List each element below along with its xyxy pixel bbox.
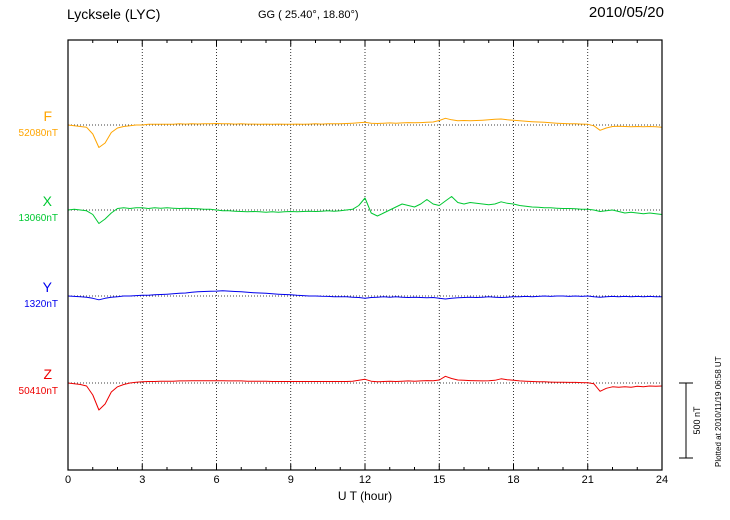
series-baseline-F: 52080nT xyxy=(18,128,58,139)
trace-Y xyxy=(67,290,662,301)
plot-border xyxy=(67,39,663,471)
series-letter-Y: Y xyxy=(42,279,52,295)
series-letter-X: X xyxy=(42,193,52,209)
x-tick-label: 12 xyxy=(358,474,372,486)
x-tick-label: 9 xyxy=(287,474,294,486)
x-tick-label: 21 xyxy=(581,474,594,486)
trace-Z xyxy=(67,375,663,411)
geographic-coords: GG ( 25.40°, 18.80°) xyxy=(258,9,359,21)
series-baseline-Z: 50410nT xyxy=(18,386,58,397)
series-letter-Z: Z xyxy=(43,366,52,382)
series-baseline-Y: 1320nT xyxy=(24,299,58,310)
plot-date: 2010/05/20 xyxy=(588,4,664,21)
scale-bar-label: 500 nT xyxy=(692,406,702,435)
series-letter-F: F xyxy=(43,108,52,124)
plotted-at-note: Plotted at 2010/11/19 06:58 UT xyxy=(714,356,723,467)
series-baseline-X: 13060nT xyxy=(18,213,58,224)
x-axis-label: U T (hour) xyxy=(337,489,393,503)
x-tick-label: 24 xyxy=(655,474,669,486)
x-tick-label: 18 xyxy=(507,474,520,486)
trace-F xyxy=(67,117,663,148)
trace-X xyxy=(67,196,663,224)
x-tick-label: 3 xyxy=(139,474,146,486)
station-title: Lycksele (LYC) xyxy=(67,6,161,22)
x-tick-label: 0 xyxy=(64,474,72,486)
x-tick-label: 6 xyxy=(213,474,220,486)
x-tick-label: 15 xyxy=(433,474,446,486)
